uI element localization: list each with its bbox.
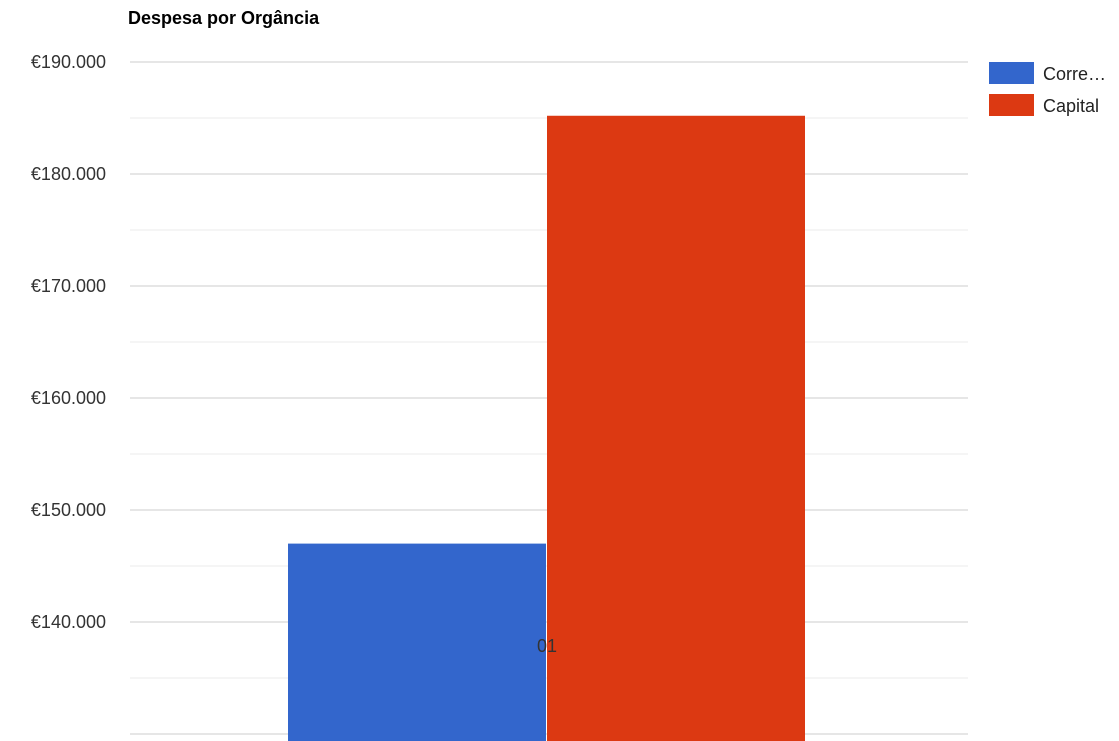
y-tick-label: €150.000	[31, 500, 106, 520]
y-tick-label: €140.000	[31, 612, 106, 632]
legend-swatch	[989, 94, 1034, 116]
y-tick-label: €160.000	[31, 388, 106, 408]
y-tick-label: €170.000	[31, 276, 106, 296]
legend-label: Corre…	[1043, 64, 1106, 84]
x-axis: 01	[537, 636, 557, 656]
y-axis: €140.000 €150.000 €160.000 €170.000 €180.000…	[31, 52, 106, 632]
legend-swatch	[989, 62, 1034, 84]
y-tick-label: €190.000	[31, 52, 106, 72]
x-tick-label: 01	[537, 636, 557, 656]
bar-capital	[547, 115, 805, 741]
bars	[288, 115, 805, 741]
legend: Corre… Capital	[989, 62, 1106, 116]
legend-label: Capital	[1043, 96, 1099, 116]
bar-corre	[288, 543, 546, 741]
chart-title: Despesa por Orgância	[128, 8, 320, 28]
y-tick-label: €180.000	[31, 164, 106, 184]
